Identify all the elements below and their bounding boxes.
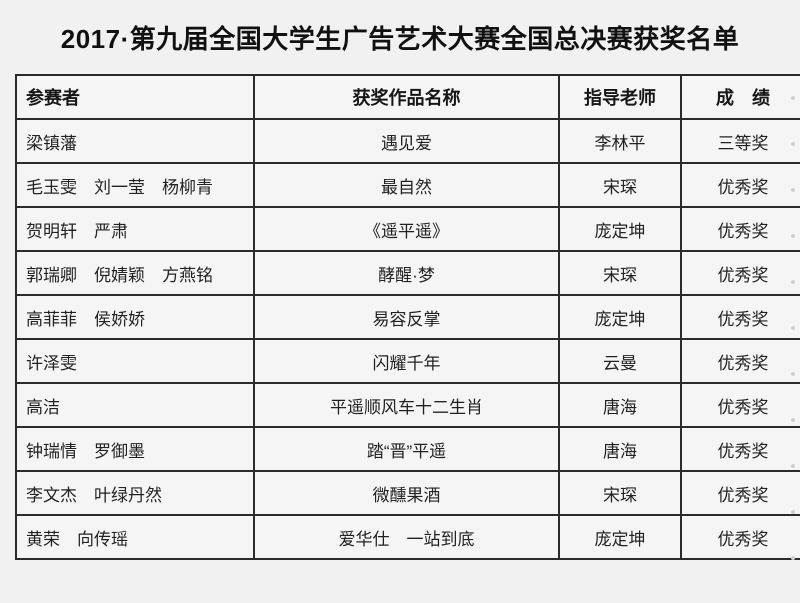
row-end-mark: [791, 556, 795, 560]
cell-participants: 高洁: [15, 382, 255, 428]
cell-advisor: 庞定坤: [558, 514, 682, 560]
cell-advisor: 李林平: [558, 118, 682, 164]
cell-participants: 李文杰 叶绿丹然: [15, 470, 255, 516]
col-header-advisor: 指导老师: [558, 74, 682, 120]
table-row: 高洁 平遥顺风车十二生肖 唐海 优秀奖: [15, 382, 800, 428]
table-row: 贺明轩 严肃 《遥平遥》 庞定坤 优秀奖: [15, 206, 800, 252]
cell-participants: 梁镇藩: [15, 118, 255, 164]
cell-work-title: 遇见爱: [253, 118, 560, 164]
cell-advisor: 云曼: [558, 338, 682, 384]
cell-advisor: 唐海: [558, 426, 682, 472]
cell-participants: 许泽雯: [15, 338, 255, 384]
cell-result: 优秀奖: [680, 382, 800, 428]
col-header-work-title: 获奖作品名称: [253, 74, 560, 120]
row-end-mark: [791, 464, 795, 468]
table-row: 毛玉雯 刘一莹 杨柳青 最自然 宋琛 优秀奖: [15, 162, 800, 208]
cell-work-title: 《遥平遥》: [253, 206, 560, 252]
table-row: 李文杰 叶绿丹然 微醺果酒 宋琛 优秀奖: [15, 470, 800, 516]
cell-result: 优秀奖: [680, 470, 800, 516]
cell-work-title: 平遥顺风车十二生肖: [253, 382, 560, 428]
page-title: 2017·第九届全国大学生广告艺术大赛全国总决赛获奖名单: [60, 24, 740, 54]
col-header-participants: 参赛者: [15, 74, 255, 120]
row-end-mark: [791, 418, 795, 422]
row-end-mark: [791, 326, 795, 330]
table-row: 钟瑞情 罗御墨 踏“晋”平遥 唐海 优秀奖: [15, 426, 800, 472]
cell-result: 优秀奖: [680, 514, 800, 560]
cell-advisor: 唐海: [558, 382, 682, 428]
table-row: 许泽雯 闪耀千年 云曼 优秀奖: [15, 338, 800, 384]
cell-work-title: 易容反掌: [253, 294, 560, 340]
cell-participants: 贺明轩 严肃: [15, 206, 255, 252]
cell-work-title: 最自然: [253, 162, 560, 208]
cell-result: 优秀奖: [680, 338, 800, 384]
cell-advisor: 庞定坤: [558, 294, 682, 340]
cell-result: 优秀奖: [680, 426, 800, 472]
cell-advisor: 宋琛: [558, 470, 682, 516]
col-header-result: 成 绩: [680, 74, 800, 120]
cell-result: 优秀奖: [680, 250, 800, 296]
cell-participants: 黄荣 向传瑶: [15, 514, 255, 560]
cell-result: 三等奖: [680, 118, 800, 164]
row-end-mark: [791, 510, 795, 514]
cell-work-title: 爱华仕 一站到底: [253, 514, 560, 560]
row-end-mark: [791, 96, 795, 100]
cell-work-title: 微醺果酒: [253, 470, 560, 516]
cell-result: 优秀奖: [680, 162, 800, 208]
cell-work-title: 酵醒·梦: [253, 250, 560, 296]
row-end-mark: [791, 188, 795, 192]
cell-result: 优秀奖: [680, 294, 800, 340]
row-end-mark: [791, 142, 795, 146]
table-body: 梁镇藩 遇见爱 李林平 三等奖 毛玉雯 刘一莹 杨柳青 最自然 宋琛 优秀奖 贺…: [15, 118, 800, 560]
cell-advisor: 宋琛: [558, 162, 682, 208]
row-end-mark: [791, 372, 795, 376]
cell-work-title: 踏“晋”平遥: [253, 426, 560, 472]
table-header: 参赛者 获奖作品名称 指导老师 成 绩: [15, 74, 800, 120]
table-row: 梁镇藩 遇见爱 李林平 三等奖: [15, 118, 800, 164]
cell-advisor: 庞定坤: [558, 206, 682, 252]
table-row: 黄荣 向传瑶 爱华仕 一站到底 庞定坤 优秀奖: [15, 514, 800, 560]
cell-participants: 钟瑞情 罗御墨: [15, 426, 255, 472]
table-row: 郭瑞卿 倪婧颖 方燕铭 酵醒·梦 宋琛 优秀奖: [15, 250, 800, 296]
cell-participants: 毛玉雯 刘一莹 杨柳青: [15, 162, 255, 208]
cell-participants: 高菲菲 侯娇娇: [15, 294, 255, 340]
cell-result: 优秀奖: [680, 206, 800, 252]
table-row: 高菲菲 侯娇娇 易容反掌 庞定坤 优秀奖: [15, 294, 800, 340]
header-row: 参赛者 获奖作品名称 指导老师 成 绩: [15, 74, 800, 120]
row-end-mark: [791, 234, 795, 238]
cell-advisor: 宋琛: [558, 250, 682, 296]
cell-participants: 郭瑞卿 倪婧颖 方燕铭: [15, 250, 255, 296]
awards-table: 参赛者 获奖作品名称 指导老师 成 绩 梁镇藩 遇见爱 李林平 三等奖 毛玉雯 …: [15, 74, 800, 560]
row-end-mark: [791, 280, 795, 284]
cell-work-title: 闪耀千年: [253, 338, 560, 384]
